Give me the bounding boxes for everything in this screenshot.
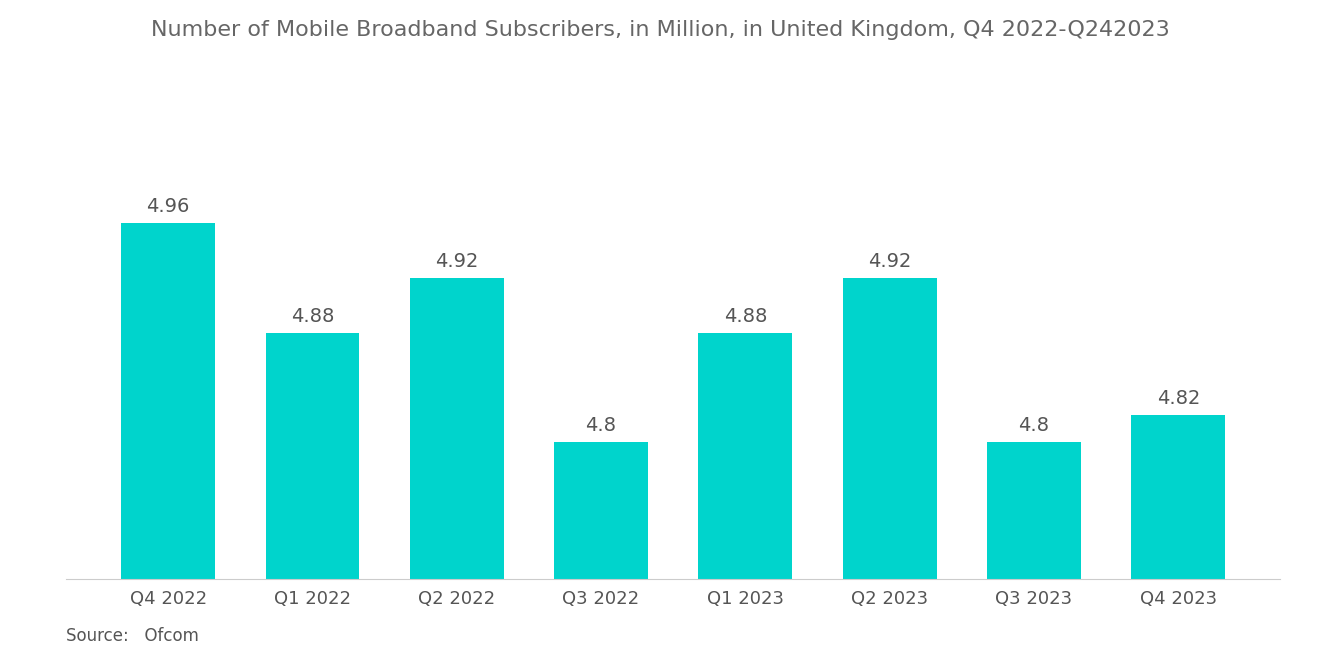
Text: 4.96: 4.96 <box>147 198 190 216</box>
Text: 4.82: 4.82 <box>1156 388 1200 408</box>
Text: 4.8: 4.8 <box>586 416 616 435</box>
Bar <box>554 442 648 579</box>
Bar <box>1131 414 1225 579</box>
Bar <box>121 223 215 579</box>
Text: Number of Mobile Broadband Subscribers, in Million, in United Kingdom, Q4 2022-Q: Number of Mobile Broadband Subscribers, … <box>150 20 1170 40</box>
Bar <box>842 278 937 579</box>
Bar <box>265 332 359 579</box>
Text: Source:   Ofcom: Source: Ofcom <box>66 627 199 645</box>
Text: 4.88: 4.88 <box>290 307 334 326</box>
Text: 4.88: 4.88 <box>723 307 767 326</box>
Text: 4.8: 4.8 <box>1019 416 1049 435</box>
Bar <box>409 278 504 579</box>
Bar <box>698 332 792 579</box>
Bar <box>987 442 1081 579</box>
Text: 4.92: 4.92 <box>869 252 911 271</box>
Text: 4.92: 4.92 <box>436 252 478 271</box>
